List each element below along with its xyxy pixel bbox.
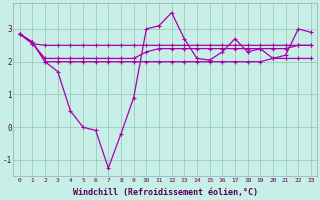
- X-axis label: Windchill (Refroidissement éolien,°C): Windchill (Refroidissement éolien,°C): [73, 188, 258, 197]
